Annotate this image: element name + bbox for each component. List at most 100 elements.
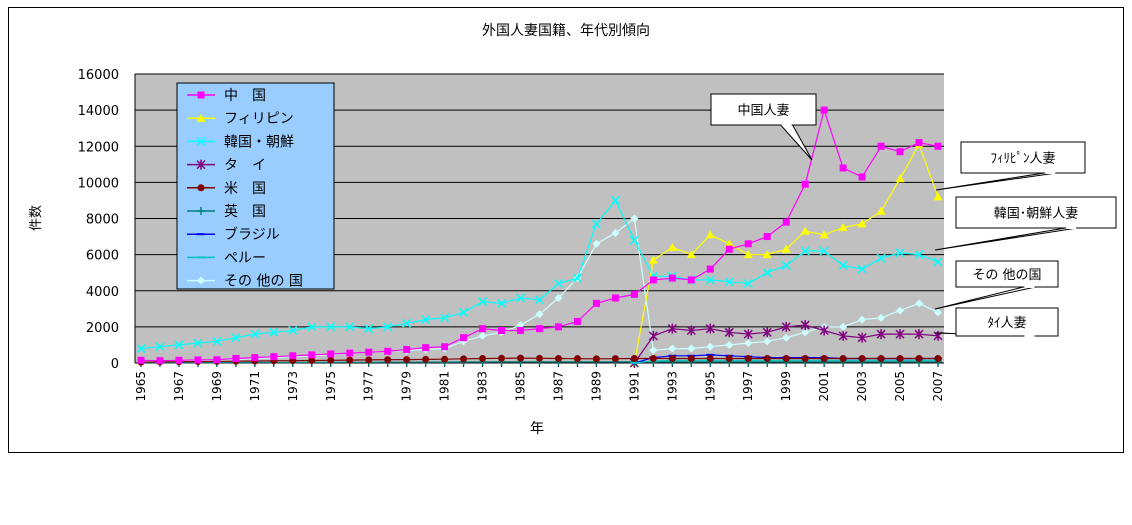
callout: 中国人妻 <box>710 93 817 161</box>
data-point <box>744 354 752 362</box>
series-0 <box>137 106 942 365</box>
data-point <box>573 317 581 325</box>
data-point <box>706 342 715 351</box>
data-point <box>327 350 335 358</box>
data-point <box>857 332 867 343</box>
legend-item: 中 国 <box>187 88 266 104</box>
data-point <box>307 322 317 332</box>
data-point <box>384 356 392 364</box>
data-point <box>725 354 733 362</box>
legend-label: ブラジル <box>224 226 280 243</box>
data-point <box>763 337 772 346</box>
data-point <box>365 356 373 364</box>
data-point <box>820 354 828 362</box>
data-point <box>838 223 848 232</box>
data-point <box>498 354 506 362</box>
data-point <box>497 298 507 308</box>
data-point <box>934 354 942 362</box>
data-point <box>536 325 543 333</box>
chart-title: 外国人妻国籍、年代別傾向 <box>482 22 650 39</box>
callout-label: ﾀｲ人妻 <box>987 316 1026 331</box>
data-point <box>839 322 848 331</box>
legend-marker <box>196 113 206 122</box>
data-point <box>800 226 810 235</box>
y-tick-label: 10000 <box>78 176 119 191</box>
legend-label: ペルー <box>224 250 266 266</box>
x-tick-label: 1999 <box>779 371 793 402</box>
x-tick-label: 1977 <box>362 371 376 402</box>
legend-marker <box>197 207 205 215</box>
data-point <box>896 148 904 156</box>
data-point <box>553 278 564 289</box>
legend-marker <box>196 159 206 170</box>
data-point <box>687 276 695 284</box>
data-point <box>877 354 885 362</box>
data-point <box>933 192 943 201</box>
x-tick-label: 1975 <box>324 371 338 402</box>
data-point <box>686 325 696 336</box>
data-point <box>536 354 543 362</box>
x-tick-label: 1991 <box>627 371 641 402</box>
data-point <box>839 164 847 172</box>
data-point <box>269 327 279 337</box>
y-tick-label: 0 <box>111 357 119 372</box>
x-tick-label: 1971 <box>248 371 262 402</box>
x-tick-label: 2001 <box>817 371 831 402</box>
legend-label: 中 国 <box>224 88 266 104</box>
legend-marker <box>197 91 205 99</box>
x-tick-label: 1985 <box>514 371 528 402</box>
legend-label: 英 国 <box>224 203 266 220</box>
data-point <box>800 320 810 331</box>
data-point <box>895 329 905 340</box>
callout-box <box>710 93 817 126</box>
data-point <box>460 355 468 363</box>
data-point <box>554 293 563 302</box>
data-point <box>724 277 734 287</box>
data-point <box>288 325 298 336</box>
x-tick-label: 1989 <box>589 371 603 402</box>
x-tick-label: 1983 <box>476 371 490 402</box>
x-tick-label: 1973 <box>286 371 300 402</box>
data-point <box>459 307 469 317</box>
data-point <box>175 356 183 364</box>
legend-item: ペルー <box>187 250 266 266</box>
data-point <box>762 327 772 338</box>
data-point <box>877 313 886 322</box>
y-tick-label: 16000 <box>78 68 119 83</box>
legend-label: タ イ <box>224 158 266 174</box>
data-point <box>611 228 620 237</box>
data-point <box>572 273 582 283</box>
data-point <box>554 323 562 331</box>
data-point <box>232 354 240 362</box>
data-point <box>706 354 714 362</box>
data-point <box>403 356 411 364</box>
data-point <box>762 268 772 278</box>
data-point <box>801 328 810 337</box>
data-point <box>763 354 771 362</box>
data-point <box>743 250 753 259</box>
data-point <box>365 348 373 356</box>
y-axis: 0 2000 4000 6000 8000 10000 12000 14000 16000 <box>78 68 136 372</box>
y-tick-label: 4000 <box>86 285 119 300</box>
data-point <box>819 246 829 256</box>
data-point <box>478 297 488 307</box>
data-point <box>782 218 790 226</box>
data-point <box>895 248 905 258</box>
series-2 <box>136 195 943 354</box>
data-point <box>554 354 562 362</box>
data-point <box>895 174 905 183</box>
data-point <box>686 250 696 259</box>
data-point <box>914 250 924 260</box>
callout-box <box>955 260 1059 288</box>
data-point <box>251 354 259 362</box>
data-point <box>934 308 942 317</box>
data-point <box>308 356 316 364</box>
data-point <box>687 354 695 362</box>
data-point <box>421 315 431 325</box>
data-point <box>137 356 145 364</box>
data-point <box>136 344 146 354</box>
data-point <box>212 336 222 346</box>
data-point <box>744 339 753 348</box>
data-point <box>592 239 601 248</box>
data-point <box>763 233 771 241</box>
